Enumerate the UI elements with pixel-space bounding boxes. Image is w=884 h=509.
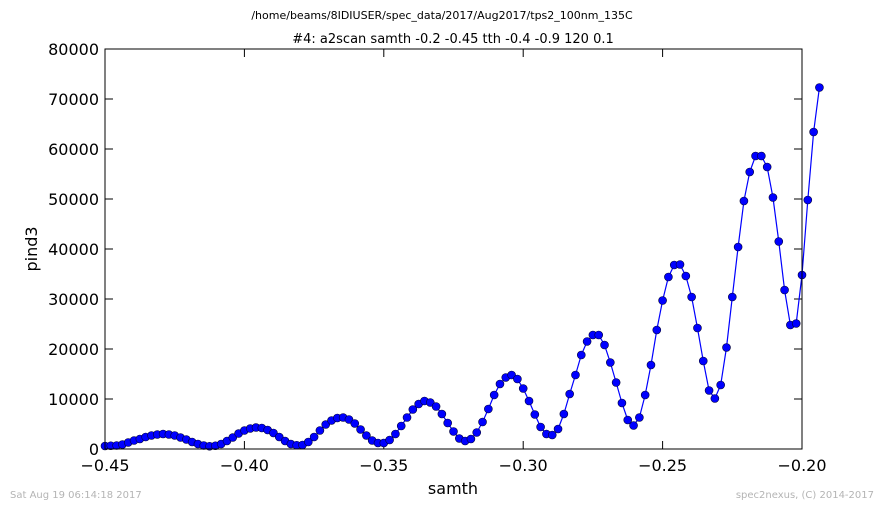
x-tick-label: −0.35 xyxy=(359,456,408,475)
data-point xyxy=(658,296,667,305)
x-tick-label: −0.30 xyxy=(499,456,548,475)
plot-frame xyxy=(104,48,803,450)
data-point xyxy=(303,437,313,447)
data-point xyxy=(716,380,725,390)
data-point xyxy=(553,424,563,434)
data-point xyxy=(635,413,644,422)
data-point xyxy=(722,343,731,352)
y-tick-label: 70000 xyxy=(48,90,99,109)
data-point xyxy=(576,350,586,360)
data-point xyxy=(385,435,394,445)
data-point xyxy=(396,421,406,431)
data-point xyxy=(344,415,354,424)
data-point xyxy=(350,419,360,428)
data-point xyxy=(629,421,638,430)
data-point xyxy=(495,379,505,389)
x-tick-label: −0.20 xyxy=(777,456,826,475)
data-point xyxy=(681,271,691,281)
y-tick-label: 10000 xyxy=(48,390,99,409)
plot-area xyxy=(105,49,802,449)
data-point xyxy=(478,417,487,427)
data-point xyxy=(809,127,818,137)
data-point xyxy=(489,390,499,400)
data-point xyxy=(745,167,755,177)
data-point xyxy=(513,374,522,384)
data-point xyxy=(547,430,557,440)
data-point xyxy=(611,378,621,387)
data-point xyxy=(484,404,493,414)
y-axis-label: pind3 xyxy=(22,226,41,271)
data-point xyxy=(623,415,633,425)
data-point xyxy=(309,432,319,442)
chart-title: #4: a2scan samth -0.2 -0.45 tth -0.4 -0.… xyxy=(292,32,614,47)
data-point xyxy=(228,433,238,442)
y-tick-label: 80000 xyxy=(48,40,99,59)
data-point xyxy=(739,196,749,206)
data-point xyxy=(472,428,482,437)
y-tick-label: 40000 xyxy=(48,240,99,259)
footer-timestamp: Sat Aug 19 06:14:18 2017 xyxy=(10,490,142,501)
data-point xyxy=(402,413,412,422)
y-tick-label: 60000 xyxy=(48,140,99,159)
data-point xyxy=(687,292,696,302)
data-point xyxy=(530,410,540,419)
footer-credit: spec2nexus, (C) 2014-2017 xyxy=(736,490,874,501)
y-tick-label: 50000 xyxy=(48,190,99,209)
x-tick-label: −0.45 xyxy=(80,456,129,475)
data-point xyxy=(757,151,766,161)
series-points xyxy=(100,83,824,451)
data-point xyxy=(815,83,824,92)
data-point xyxy=(582,337,592,346)
data-point xyxy=(466,434,476,444)
data-point xyxy=(600,340,609,350)
data-point xyxy=(356,425,365,434)
data-point xyxy=(274,432,284,442)
data-point xyxy=(693,323,702,333)
data-point xyxy=(646,360,656,370)
data-point xyxy=(391,429,400,439)
y-tick-label: 20000 xyxy=(48,340,99,359)
data-point xyxy=(606,358,615,367)
data-point xyxy=(780,285,789,295)
data-point xyxy=(704,386,714,395)
data-point xyxy=(698,356,708,366)
data-point xyxy=(774,237,784,246)
data-point xyxy=(431,402,441,411)
data-point xyxy=(315,426,325,435)
data-point xyxy=(791,319,801,328)
data-point xyxy=(675,260,685,269)
data-point xyxy=(652,325,662,335)
data-point xyxy=(762,162,772,172)
data-point xyxy=(727,292,737,302)
data-point xyxy=(571,370,580,380)
data-point xyxy=(768,193,778,202)
data-point xyxy=(408,405,418,414)
data-point xyxy=(536,422,545,432)
y-tick-label: 0 xyxy=(89,440,99,459)
data-point xyxy=(443,418,452,428)
data-point xyxy=(524,396,534,406)
x-axis-ticks: −0.45 −0.40 −0.35 −0.30 −0.25 −0.20 xyxy=(80,49,827,475)
data-point xyxy=(710,394,720,403)
data-point xyxy=(507,370,516,380)
data-point xyxy=(664,272,673,282)
data-point xyxy=(617,398,627,408)
data-point xyxy=(803,195,813,205)
data-point xyxy=(594,330,604,340)
data-point xyxy=(733,242,743,252)
data-point xyxy=(518,384,528,393)
data-point xyxy=(640,390,650,400)
data-point xyxy=(565,389,574,399)
data-point xyxy=(269,428,278,438)
data-point xyxy=(449,427,458,436)
data-point xyxy=(362,431,371,440)
data-point xyxy=(437,409,447,419)
x-tick-label: −0.25 xyxy=(638,456,687,475)
suptitle: /home/beams/8IDIUSER/spec_data/2017/Aug2… xyxy=(251,9,633,22)
x-axis-label: samth xyxy=(428,479,478,498)
y-tick-label: 30000 xyxy=(48,290,99,309)
x-tick-label: −0.40 xyxy=(220,456,269,475)
data-point xyxy=(559,409,569,419)
